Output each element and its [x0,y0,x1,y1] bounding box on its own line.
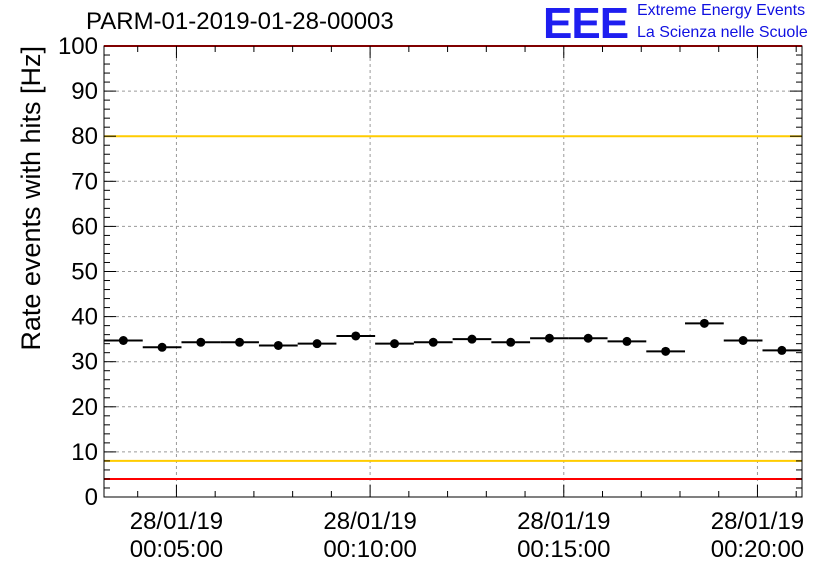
y-tick-label: 60 [71,213,98,240]
data-point [622,336,632,346]
y-tick-label: 50 [71,259,98,286]
x-tick-label-time: 00:15:00 [517,536,610,563]
data-point [777,345,787,355]
x-tick-label-time: 00:05:00 [130,536,223,563]
data-point [157,342,167,352]
y-tick-label: 10 [71,439,98,466]
x-tick-label-time: 00:20:00 [711,536,804,563]
data-point [390,339,400,349]
data-point [428,337,438,347]
data-point [235,337,245,347]
y-axis-label: Rate events with hits [Hz] [16,46,46,351]
data-point [467,334,477,344]
data-point [738,336,748,346]
logo-text-line1: Extreme Energy Events [637,2,806,19]
eee-logo: EEE [543,0,629,48]
y-tick-label: 90 [71,78,98,105]
data-point [699,318,709,328]
data-point [583,333,593,343]
x-tick-label-date: 28/01/19 [517,508,610,535]
y-tick-label: 30 [71,349,98,376]
data-point [506,337,516,347]
data-point [351,331,361,341]
data-point [661,346,671,356]
x-tick-label-date: 28/01/19 [711,508,804,535]
y-tick-label: 0 [85,484,98,511]
x-tick-label-date: 28/01/19 [130,508,223,535]
y-tick-label: 100 [58,33,98,60]
logo-text-line2: La Scienza nelle Scuole [637,24,808,41]
data-point [273,340,283,350]
y-tick-label: 40 [71,304,98,331]
y-tick-label: 80 [71,123,98,150]
x-tick-label-time: 00:10:00 [323,536,416,563]
chart-title: PARM-01-2019-01-28-00003 [86,8,394,35]
y-tick-label: 70 [71,168,98,195]
data-point [118,336,128,346]
x-tick-label-date: 28/01/19 [323,508,416,535]
data-point [196,337,206,347]
y-tick-label: 20 [71,394,98,421]
data-point [544,333,554,343]
data-point [312,339,322,349]
